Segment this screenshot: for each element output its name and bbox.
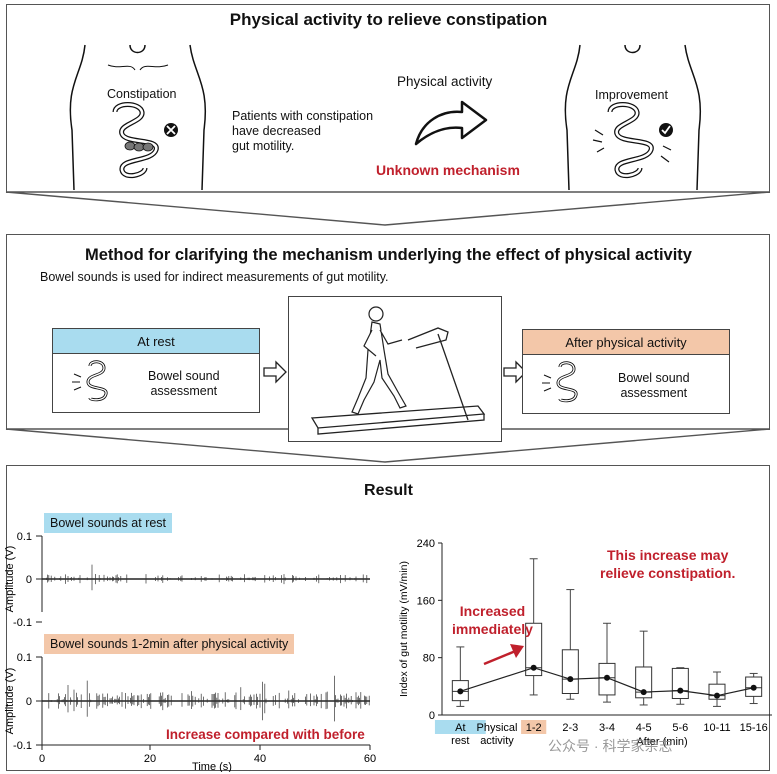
category-highlight [521, 720, 547, 734]
after-sound-tag: Bowel sounds 1-2min after physical activ… [44, 634, 295, 654]
treadmill-runner-illustration [310, 306, 486, 435]
rest-sound-tag: Bowel sounds at rest [44, 513, 173, 533]
x-tick-label: 2-3 [562, 722, 578, 734]
amp-tick: -0.1 [13, 740, 32, 752]
x-tick-label: 10-11 [703, 722, 730, 734]
patients-text: Patients with constipation have decrease… [232, 109, 373, 154]
rest-box-text-line: Bowel sound [148, 369, 220, 383]
after-box-text-line: Bowel sound [618, 371, 690, 385]
increased-immediately-text: Increased immediately [452, 602, 533, 638]
amplitude-label: Amplitude (V) [4, 546, 16, 613]
x-tick-label: At [455, 722, 465, 734]
increase-compared-note: Increase compared with before [166, 727, 365, 742]
rest-box-header: At rest [53, 329, 259, 354]
constipation-label: Constipation [107, 87, 177, 101]
increased-immediately-line: Increased [459, 603, 526, 619]
watermark-text: 公众号 · 科学家杂志 [548, 738, 673, 754]
y-tick-label: 240 [417, 538, 435, 550]
time-axis-label: Time (s) [192, 761, 232, 772]
rest-box-text: Bowel sound assessment [148, 369, 220, 399]
physical-activity-arrow-label: Physical activity [397, 74, 493, 89]
amp-tick: 0.1 [17, 531, 32, 543]
y-tick-label: 160 [417, 595, 435, 607]
bowel-icon [72, 360, 108, 402]
box-iqr [561, 649, 579, 694]
mean-point [677, 687, 684, 694]
gut-motility-box-plot: 0 80 160 240 Index of gut motility (mV/min) A… [398, 538, 772, 748]
bowel-icon [542, 361, 578, 403]
time-tick: 40 [254, 753, 266, 765]
arrow-right-icon [503, 360, 527, 384]
top-title: Physical activity to relieve constipatio… [229, 10, 548, 29]
amp-tick: 0 [26, 574, 32, 586]
patients-text-line: Patients with constipation [232, 109, 374, 123]
amp-tick: -0.1 [13, 617, 32, 629]
y-tick-label: 80 [423, 653, 435, 665]
mean-point [530, 664, 537, 671]
method-title: Method for clarifying the mechanism unde… [85, 246, 692, 264]
mean-point [567, 676, 574, 683]
torso-improvement-illustration [564, 44, 701, 190]
y-axis-label: Index of gut motility (mV/min) [398, 561, 410, 697]
increased-immediately-line: immediately [452, 621, 533, 637]
mean-point [457, 688, 464, 695]
red-arrow-icon [483, 644, 524, 666]
x-tick-label: activity [480, 735, 514, 747]
increase-may-relieve-text: This increase may relieve constipation. [600, 546, 735, 582]
time-tick: 20 [144, 753, 156, 765]
x-tick-label: 3-4 [599, 722, 615, 734]
method-subtitle: Bowel sounds is used for indirect measur… [40, 270, 389, 284]
torso-constipation-illustration [69, 44, 206, 190]
rest-box-text-line: assessment [150, 384, 218, 398]
after-assessment-box: After physical activity [522, 329, 730, 414]
patients-text-line: gut motility. [232, 139, 295, 153]
improvement-label: Improvement [595, 88, 668, 102]
top-panel-notch [5, 191, 771, 226]
time-tick: 60 [364, 753, 376, 765]
increase-may-relieve-line: This increase may [606, 547, 729, 563]
patients-text-line: have decreased [232, 124, 321, 138]
arrow-right-icon [263, 360, 287, 384]
time-tick: 0 [39, 753, 45, 765]
box-iqr [671, 667, 689, 700]
mean-point [604, 674, 610, 681]
after-box-text-line: assessment [620, 386, 688, 400]
box-iqr [525, 622, 543, 677]
after-box-text: Bowel sound assessment [618, 371, 690, 401]
x-tick-label: 15-16 [740, 722, 768, 734]
mean-line [460, 667, 754, 697]
unknown-mechanism: Unknown mechanism [376, 162, 520, 178]
amp-tick: 0.1 [17, 652, 32, 664]
x-tick-label: 5-6 [672, 722, 688, 734]
x-axis-label: After (min) [636, 736, 687, 748]
result-title: Result [364, 482, 413, 499]
mean-point [750, 684, 757, 691]
increase-may-relieve-line: relieve constipation. [600, 565, 736, 581]
x-tick-label: 4-5 [636, 722, 652, 734]
waveform-rest [42, 564, 370, 591]
amplitude-label: Amplitude (V) [4, 668, 16, 735]
x-tick-label: Physical [477, 722, 518, 734]
mean-point [714, 692, 720, 699]
bowel-sound-waveforms: 0.1 0 -0.1 0.1 0 -0.1 0 20 40 60 Time (s… [4, 531, 376, 772]
x-tick-label: 1-2 [526, 722, 542, 734]
curved-arrow-icon [414, 100, 488, 146]
waveform-after [42, 675, 370, 722]
mean-point [640, 689, 647, 696]
after-box-header: After physical activity [523, 330, 729, 355]
amp-tick: 0 [26, 696, 32, 708]
y-tick-label: 0 [429, 710, 435, 722]
category-highlight [434, 720, 486, 734]
x-tick-label: rest [451, 735, 469, 747]
rest-assessment-box: At rest [52, 328, 260, 413]
